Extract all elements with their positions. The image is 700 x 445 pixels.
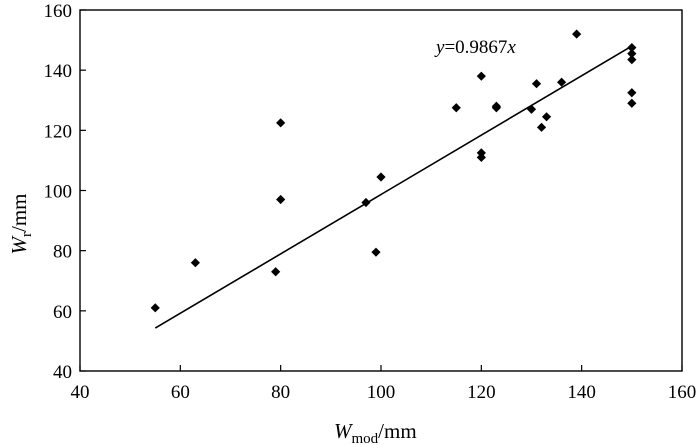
data-point: [557, 77, 567, 87]
data-point: [451, 103, 461, 113]
y-axis-label: Wr/mm: [7, 193, 35, 254]
axes: [79, 9, 683, 372]
x-ticks: 40 60 80 100 120 140 160: [71, 365, 697, 403]
y-tick-label: 80: [53, 242, 72, 263]
data-point: [526, 104, 537, 114]
x-tick-label: 120: [467, 382, 496, 403]
x-tick-label: 160: [668, 382, 697, 403]
y-tick-label: 40: [53, 362, 72, 383]
y-tick-label: 140: [44, 61, 73, 82]
data-point: [190, 258, 200, 268]
data-point: [627, 49, 637, 59]
y-tick-label: 100: [44, 182, 73, 203]
data-point: [476, 148, 486, 158]
data-point: [627, 43, 637, 53]
y-tick-label: 60: [53, 302, 72, 323]
x-axis-label: Wmod/mm: [334, 419, 417, 445]
data-point: [376, 172, 386, 182]
y-tick-label: 120: [44, 121, 73, 142]
fit-equation: y=0.9867x: [434, 37, 516, 58]
data-point: [476, 71, 486, 81]
data-point: [276, 118, 286, 128]
x-tick-label: 100: [367, 382, 396, 403]
data-point: [627, 88, 637, 98]
data-point: [271, 267, 281, 277]
data-point: [150, 303, 160, 313]
y-ticks: 40 60 80 100 120 140 160: [44, 1, 86, 383]
plot-frame: [79, 9, 683, 372]
data-point: [541, 112, 552, 122]
data-point: [276, 194, 286, 205]
data-point: [361, 197, 371, 208]
data-point: [531, 79, 542, 89]
data-point: [536, 122, 547, 132]
x-tick-label: 140: [567, 382, 596, 403]
data-point: [371, 247, 381, 257]
y-tick-label: 160: [44, 1, 73, 22]
data-point: [627, 98, 637, 108]
data-points: [150, 29, 637, 313]
x-tick-label: 60: [171, 382, 190, 403]
x-tick-label: 40: [71, 382, 90, 403]
data-point: [572, 29, 582, 39]
x-tick-label: 80: [271, 382, 290, 403]
data-point: [627, 55, 637, 65]
fit-line: [154, 45, 633, 329]
data-point: [491, 101, 501, 111]
